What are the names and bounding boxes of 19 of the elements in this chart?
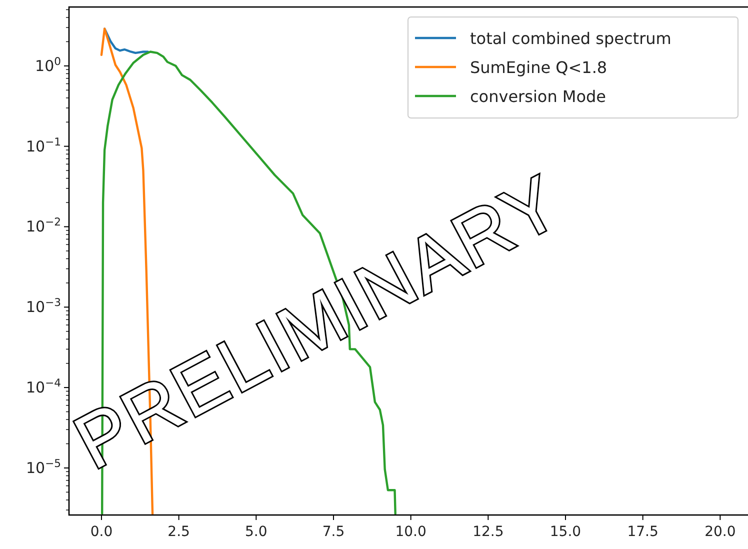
- x-tick-label: 20.0: [704, 524, 736, 540]
- y-tick-label: 10$^{−1}$: [26, 134, 61, 156]
- x-tick-label: 12.5: [472, 524, 504, 540]
- x-tick-label: 10.0: [395, 524, 426, 540]
- x-tick-label: 7.5: [322, 524, 345, 540]
- y-tick-label: 10$^{−2}$: [26, 215, 61, 236]
- y-tick-label: 10$^{0}$: [35, 54, 62, 75]
- x-tick-label: 5.0: [245, 524, 268, 540]
- line-series: [103, 28, 149, 54]
- legend-label: total combined spectrum: [470, 29, 672, 48]
- x-tick-label: 0.0: [90, 524, 113, 540]
- legend-label: SumEgine Q<1.8: [470, 58, 608, 77]
- legend-label: conversion Mode: [470, 87, 606, 106]
- x-tick-label: 15.0: [550, 524, 582, 540]
- y-tick-label: 10$^{−5}$: [26, 456, 61, 477]
- y-tick-label: 10$^{−3}$: [26, 296, 61, 316]
- x-tick-label: 17.5: [627, 524, 658, 540]
- y-tick-label: 10$^{−4}$: [26, 376, 62, 397]
- x-tick-label: 2.5: [168, 524, 190, 540]
